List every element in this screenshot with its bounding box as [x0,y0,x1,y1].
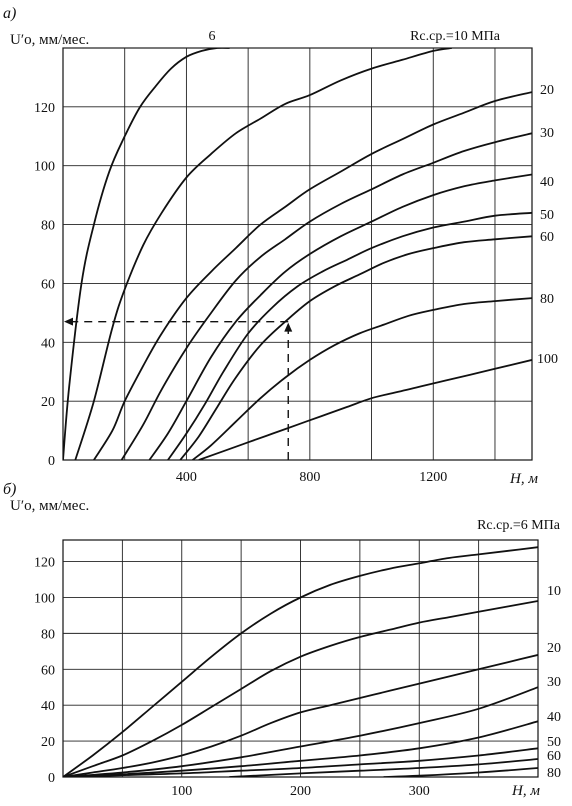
series-label: 40 [547,710,561,725]
panel-label: б) [3,481,16,498]
y-tick-label: 120 [34,556,55,571]
annotation-arrowhead-up [284,322,293,332]
series-line [63,720,538,777]
series-label: 6 [209,29,216,44]
x-tick-label: 300 [409,784,430,799]
y-tick-label: 100 [34,160,55,175]
series-line [179,235,532,460]
series-line [63,654,538,777]
series-label: 80 [547,766,561,781]
series-label: 60 [540,230,554,245]
series-line [63,546,538,777]
y-tick-label: 20 [41,735,55,750]
series-line [229,758,538,777]
parameter-label: Rс.ср.=6 МПа [477,518,561,533]
series-line [74,48,452,460]
series-line [63,686,538,777]
series-label: 40 [540,175,554,190]
x-tick-label: 1200 [419,470,447,485]
x-axis-label: H, м [509,471,538,487]
x-tick-label: 100 [171,784,192,799]
y-tick-label: 120 [34,101,55,116]
series-label: 30 [540,126,554,141]
x-tick-label: 800 [299,470,320,485]
y-axis-label: U′о, мм/мес. [10,498,89,514]
x-axis-label: H, м [511,783,540,799]
series-line [120,132,532,460]
series-line [63,600,538,777]
y-tick-label: 20 [41,395,55,410]
x-tick-label: 400 [176,470,197,485]
series-label: 20 [547,641,561,656]
y-tick-label: 80 [41,219,55,234]
series-label: 80 [540,292,554,307]
y-tick-label: 80 [41,627,55,642]
y-tick-label: 0 [48,771,55,786]
series-line [167,211,532,460]
series-line [93,91,532,460]
parameter-label: Rс.ср.=10 МПа [410,29,501,44]
y-tick-label: 40 [41,336,55,351]
series-line [63,747,538,777]
y-tick-label: 60 [41,663,55,678]
series-label: 10 [547,584,561,599]
series-label: 20 [540,83,554,98]
series-line [192,297,532,460]
series-line [148,173,532,460]
y-tick-label: 100 [34,591,55,606]
series-label: 100 [537,352,558,367]
panel-a: 0 20 40 60 80 100 120 400 800 1200 а) U′о, мм/мес. H… [3,5,558,487]
x-tick-label: 200 [290,784,311,799]
plot-frame [62,47,533,461]
series-label: 60 [547,749,561,764]
annotation-arrowhead-left [64,317,73,326]
y-tick-label: 0 [48,454,55,469]
panel-label: а) [3,5,16,22]
series-line [383,767,538,777]
series-label: 50 [547,735,561,750]
y-axis-label: U′о, мм/мес. [10,32,89,48]
y-tick-label: 40 [41,699,55,714]
series-label: 30 [547,675,561,690]
y-tick-label: 60 [41,277,55,292]
series-line [198,359,532,460]
series-line [63,48,230,460]
series-label: 50 [540,208,554,223]
panel-b: 0 20 40 60 80 100 120 100 200 300 б)U′о, мм/мес. H,… [3,481,561,799]
